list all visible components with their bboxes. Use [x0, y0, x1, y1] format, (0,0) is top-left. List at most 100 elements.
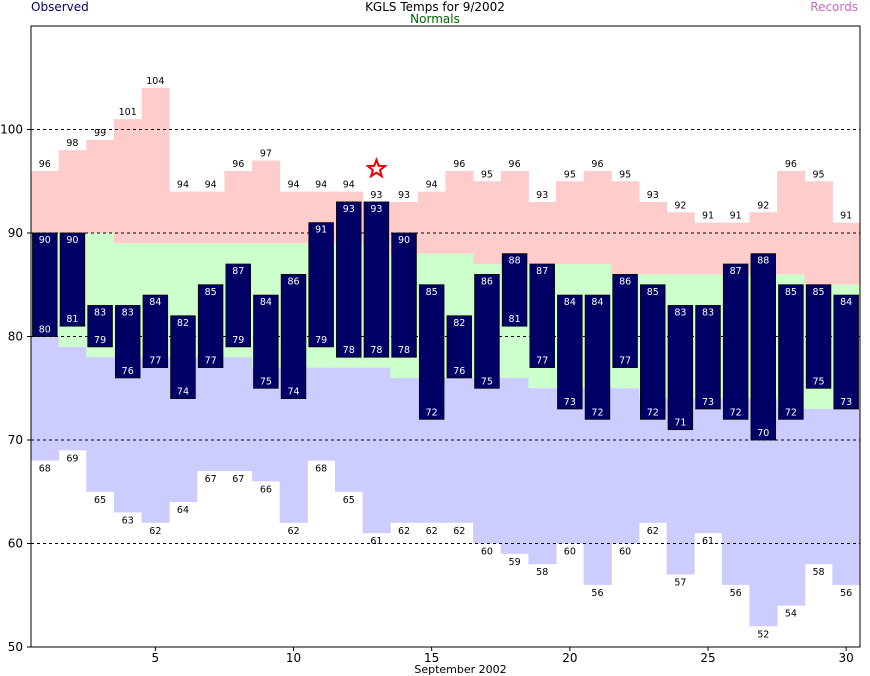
- observed-high-label: 85: [785, 287, 797, 298]
- observed-low-label: 77: [536, 356, 548, 367]
- observed-low-label: 74: [287, 387, 299, 398]
- observed-high-label: 86: [481, 276, 493, 287]
- observed-bar: [418, 284, 445, 420]
- observed-high-label: 82: [453, 318, 465, 329]
- observed-bar: [640, 284, 666, 420]
- observed-bar: [501, 253, 528, 327]
- record-high-band: [58, 150, 87, 233]
- record-high-band: [86, 139, 115, 233]
- observed-bar-layer: [32, 201, 859, 441]
- record-low-band: [583, 388, 612, 585]
- record-high-band: [832, 222, 861, 285]
- record-low-label: 60: [564, 547, 576, 558]
- observed-bar: [667, 305, 694, 431]
- observed-bar: [778, 284, 804, 420]
- record-high-label: 96: [39, 159, 51, 170]
- record-high-label: 91: [702, 211, 714, 222]
- observed-bar: [750, 253, 777, 441]
- record-low-label: 68: [39, 464, 51, 475]
- record-low-band: [58, 346, 87, 451]
- record-low-label: 58: [536, 567, 548, 578]
- observed-high-label: 85: [205, 287, 217, 298]
- record-low-band: [721, 398, 750, 585]
- record-high-label: 95: [619, 169, 631, 180]
- value-label-layer: 90 80 96 68 90 81 98 69 83 79 99 65 83 76 101 63 84 77 104…: [39, 76, 852, 640]
- record-low-label: 62: [647, 526, 659, 537]
- record-high-band: [500, 170, 529, 265]
- observed-legend-label: Observed: [31, 0, 89, 14]
- record-low-band: [500, 377, 529, 554]
- observed-low-label: 79: [94, 335, 106, 346]
- record-high-label: 92: [757, 200, 769, 211]
- y-tick-label: 80: [8, 330, 23, 344]
- observed-bar: [197, 284, 224, 368]
- record-high-band: [694, 222, 723, 275]
- observed-high-label: 85: [426, 287, 438, 298]
- observed-low-label: 81: [66, 314, 78, 325]
- observed-high-label: 83: [94, 307, 106, 318]
- record-high-label: 96: [232, 159, 244, 170]
- observed-bar: [59, 232, 86, 327]
- observed-bar: [363, 201, 390, 358]
- record-low-band: [86, 357, 115, 492]
- x-tick-label: 25: [700, 651, 715, 665]
- observed-low-label: 77: [619, 356, 631, 367]
- x-tick-label: 15: [424, 651, 439, 665]
- observed-bar: [32, 232, 58, 337]
- record-high-band: [279, 191, 308, 244]
- record-low-label: 66: [260, 484, 272, 495]
- record-low-band: [113, 357, 143, 513]
- record-high-label: 93: [647, 190, 659, 201]
- observed-low-label: 72: [785, 407, 797, 418]
- record-high-band: [252, 160, 281, 244]
- observed-high-label: 87: [536, 266, 548, 277]
- record-low-label: 65: [343, 495, 355, 506]
- record-high-band: [445, 170, 474, 254]
- observed-bar: [87, 305, 113, 348]
- observed-high-label: 85: [813, 287, 825, 298]
- record-high-band: [666, 212, 695, 275]
- observed-low-label: 79: [315, 335, 327, 346]
- record-high-band: [417, 191, 446, 254]
- observed-bar: [336, 201, 362, 358]
- record-high-band: [638, 201, 668, 275]
- record-high-band: [141, 88, 170, 244]
- x-tick-label: 20: [562, 651, 577, 665]
- observed-low-label: 72: [591, 407, 603, 418]
- record-high-label: 93: [398, 190, 410, 201]
- record-low-label: 52: [757, 629, 769, 640]
- record-low-band: [528, 388, 557, 565]
- observed-high-label: 93: [370, 204, 382, 215]
- records-legend-label: Records: [810, 0, 858, 14]
- observed-high-label: 84: [149, 297, 161, 308]
- observed-bar: [695, 305, 721, 410]
- record-low-band: [31, 336, 60, 461]
- record-low-label: 60: [481, 547, 493, 558]
- record-low-label: 59: [509, 557, 521, 568]
- record-high-label: 95: [481, 169, 493, 180]
- observed-low-label: 81: [509, 314, 521, 325]
- observed-high-label: 82: [177, 318, 189, 329]
- record-high-label: 94: [426, 180, 438, 191]
- record-high-label: 92: [674, 200, 686, 211]
- observed-bar: [557, 294, 583, 410]
- record-high-label: 96: [453, 159, 465, 170]
- observed-low-label: 75: [260, 376, 272, 387]
- record-low-label: 67: [232, 474, 244, 485]
- observed-bar: [253, 294, 279, 389]
- observed-high-label: 90: [66, 235, 78, 246]
- record-high-label: 101: [119, 107, 137, 118]
- record-high-label: 96: [785, 159, 797, 170]
- record-high-label: 93: [536, 190, 548, 201]
- record-high-band: [611, 181, 640, 275]
- record-high-label: 99: [94, 128, 106, 139]
- observed-high-label: 84: [840, 297, 852, 308]
- y-tick-label: 50: [8, 640, 23, 654]
- observed-low-label: 73: [702, 397, 714, 408]
- observed-bar: [115, 305, 141, 379]
- y-tick-label: 60: [8, 537, 23, 551]
- observed-high-label: 86: [619, 276, 631, 287]
- record-low-label: 63: [122, 515, 134, 526]
- record-low-label: 61: [370, 536, 382, 547]
- record-high-label: 93: [370, 190, 382, 201]
